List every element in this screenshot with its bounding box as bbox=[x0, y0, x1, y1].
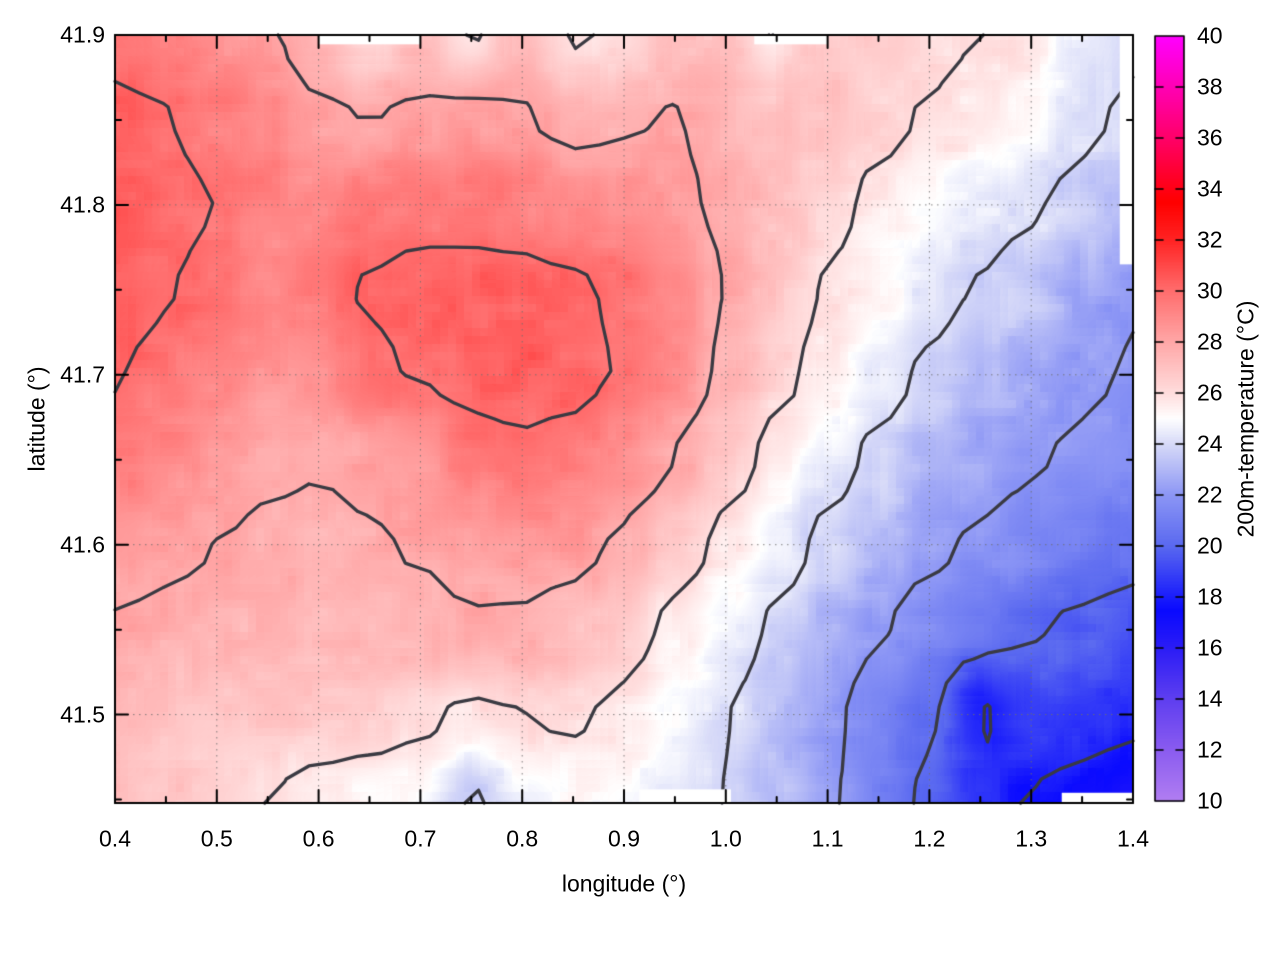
colorbar-tick-label: 14 bbox=[1197, 685, 1223, 712]
x-tick-label: 0.7 bbox=[404, 825, 437, 852]
x-tick-label: 0.8 bbox=[506, 825, 539, 852]
y-tick-label: 41.8 bbox=[60, 191, 105, 218]
x-axis-title: longitude (°) bbox=[561, 870, 687, 897]
colorbar-tick-label: 10 bbox=[1197, 787, 1223, 814]
colorbar-tick-label: 34 bbox=[1197, 175, 1223, 202]
colorbar-tick-label: 32 bbox=[1197, 226, 1223, 253]
colorbar-title: 200m-temperature (°C) bbox=[1232, 300, 1259, 538]
x-tick-label: 1.0 bbox=[709, 825, 742, 852]
y-tick-label: 41.5 bbox=[60, 701, 105, 728]
x-tick-label: 1.4 bbox=[1117, 825, 1149, 852]
colorbar-tick-label: 26 bbox=[1197, 379, 1223, 406]
x-tick-label: 0.9 bbox=[608, 825, 640, 852]
colorbar-tick-label: 30 bbox=[1197, 277, 1223, 304]
colorbar-tick-label: 36 bbox=[1197, 124, 1223, 151]
y-tick-label: 41.6 bbox=[60, 531, 105, 558]
y-axis-title: latitude (°) bbox=[23, 366, 50, 472]
x-tick-label: 1.2 bbox=[913, 825, 946, 852]
colorbar-tick-label: 24 bbox=[1197, 430, 1223, 457]
y-tick-label: 41.7 bbox=[60, 361, 105, 388]
x-tick-label: 0.5 bbox=[200, 825, 233, 852]
x-tick-label: 1.1 bbox=[811, 825, 844, 852]
x-tick-label: 0.4 bbox=[99, 825, 131, 852]
colorbar-tick-label: 28 bbox=[1197, 328, 1223, 355]
colorbar-tick-label: 20 bbox=[1197, 532, 1223, 559]
colorbar-tick-label: 40 bbox=[1197, 22, 1223, 49]
colorbar-tick-label: 18 bbox=[1197, 583, 1223, 610]
x-tick-label: 0.6 bbox=[302, 825, 335, 852]
colorbar-tick-label: 22 bbox=[1197, 481, 1223, 508]
colorbar-tick-label: 16 bbox=[1197, 634, 1223, 661]
x-tick-label: 1.3 bbox=[1015, 825, 1048, 852]
colorbar-tick-label: 38 bbox=[1197, 73, 1223, 100]
colorbar-tick-label: 12 bbox=[1197, 736, 1223, 763]
y-tick-label: 41.9 bbox=[60, 21, 105, 48]
